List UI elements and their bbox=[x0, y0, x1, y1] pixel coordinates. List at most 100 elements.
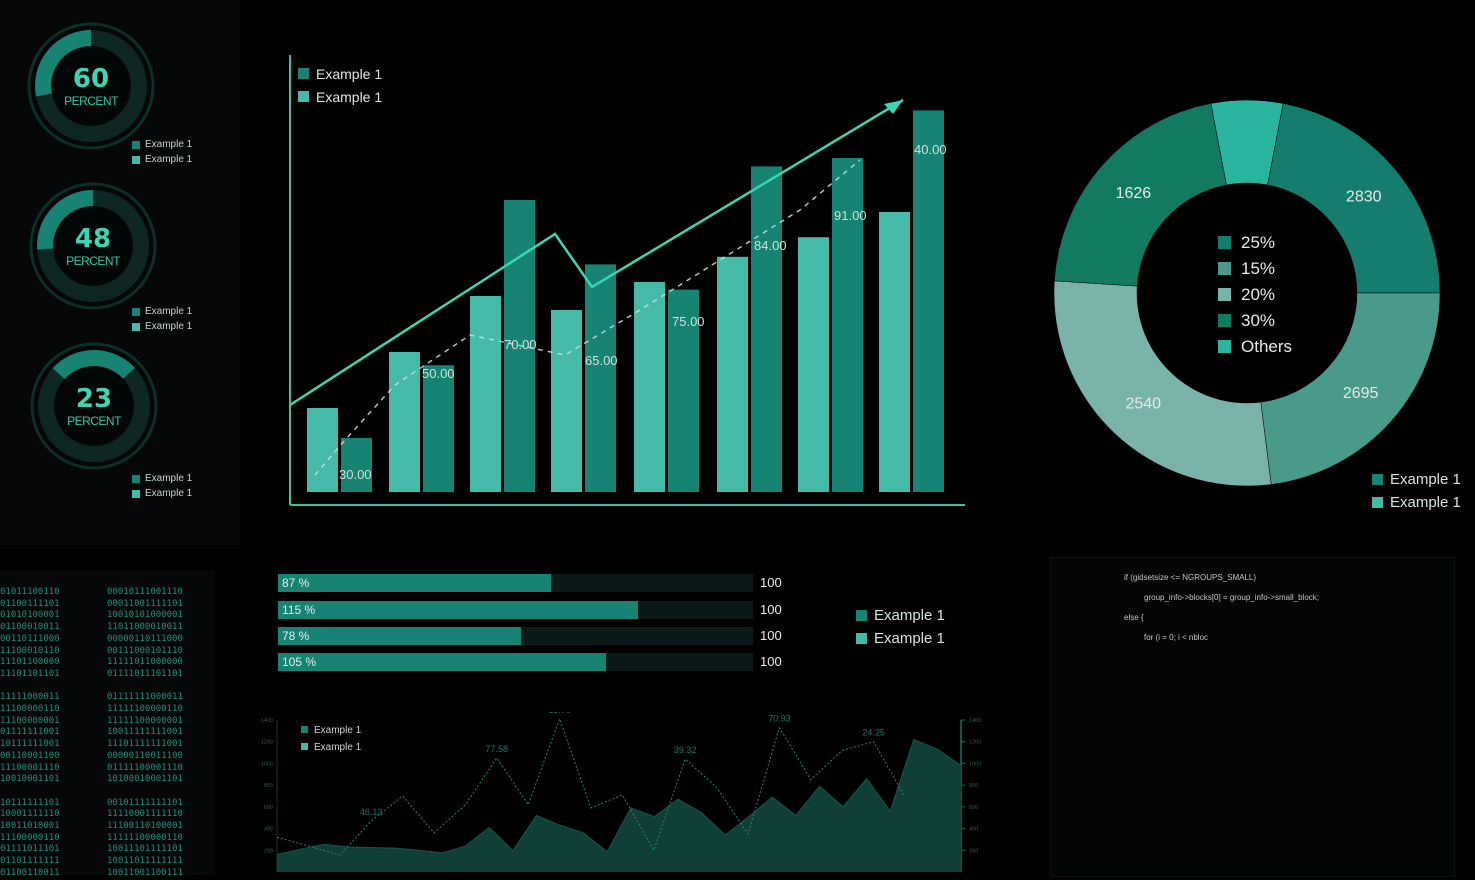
bar-series-2 bbox=[668, 289, 699, 492]
ring-outer-border bbox=[30, 342, 158, 470]
donut-slice-label: 2695 bbox=[1343, 385, 1379, 402]
y-tick-label-right: 600 bbox=[969, 805, 978, 811]
center-legend-label: 15% bbox=[1241, 259, 1275, 278]
center-legend-swatch bbox=[1218, 314, 1231, 327]
legend-label: Example 1 bbox=[145, 473, 193, 484]
progress-fill bbox=[278, 627, 522, 645]
ring-gauge bbox=[27, 22, 155, 150]
area-chart: 1400 1400 1200 1200 1000 1000 800 800 600 600 400 4… bbox=[261, 712, 981, 872]
legend-label: Example 1 bbox=[314, 742, 362, 753]
binary-column-2: 00010111001110 00011001111101 1001010100… bbox=[107, 587, 183, 878]
legend-swatch bbox=[298, 68, 309, 79]
bar-value-label: 75.00 bbox=[672, 314, 705, 329]
ring-legend-item: Example 1 bbox=[132, 471, 192, 486]
legend-swatch bbox=[856, 633, 867, 644]
code-line: group_info->blocks[0] = group_info->smal… bbox=[1144, 593, 1319, 602]
panel-code bbox=[1050, 557, 1455, 877]
y-tick-label-left: 800 bbox=[264, 783, 273, 789]
y-tick-label-right: 1000 bbox=[969, 761, 981, 767]
point-label: 13.70 bbox=[548, 712, 571, 715]
donut-slice-label: 2540 bbox=[1125, 395, 1161, 412]
y-tick-label-right: 1200 bbox=[969, 740, 981, 746]
legend-swatch bbox=[132, 474, 140, 483]
dotted-line bbox=[276, 717, 906, 856]
point-label: 46.13 bbox=[360, 807, 383, 817]
point-label: 39.32 bbox=[674, 745, 697, 755]
legend-label: Example 1 bbox=[145, 321, 193, 332]
trend-line bbox=[289, 98, 904, 407]
panel-binary bbox=[0, 570, 215, 875]
progress-fill bbox=[278, 601, 638, 619]
code-line: if (gidsetsize <= NGROUPS_SMALL) bbox=[1124, 573, 1257, 582]
legend-label: Example 1 bbox=[145, 154, 193, 165]
legend-swatch bbox=[298, 91, 309, 102]
code-line: else { bbox=[1124, 613, 1144, 622]
progress-label: 87 % bbox=[282, 576, 310, 590]
point-label: 24.25 bbox=[862, 728, 885, 738]
legend-label: Example 1 bbox=[874, 630, 945, 647]
center-legend-swatch bbox=[1218, 262, 1231, 275]
legend-swatch bbox=[301, 726, 308, 733]
progress-legend: Example 1 Example 1 bbox=[856, 604, 945, 650]
ring-gauge bbox=[30, 342, 158, 470]
center-legend-label: 20% bbox=[1241, 285, 1275, 304]
ring-value: 23 bbox=[75, 384, 113, 414]
legend-swatch bbox=[1372, 474, 1383, 485]
center-legend-swatch bbox=[1218, 288, 1231, 301]
ring-value: 60 bbox=[72, 64, 110, 94]
y-tick-label-left: 400 bbox=[264, 827, 273, 833]
point-label: 77.58 bbox=[486, 744, 509, 754]
dashed-trend-line bbox=[314, 159, 861, 476]
y-tick-label-right: 200 bbox=[969, 848, 978, 854]
legend-swatch bbox=[856, 610, 867, 621]
bar-series-2 bbox=[341, 438, 372, 492]
ring-center bbox=[55, 208, 131, 284]
bar-series-1 bbox=[879, 212, 910, 492]
center-legend-swatch bbox=[1218, 340, 1231, 353]
progress-max: 100 bbox=[760, 575, 782, 590]
progress-row: 105 % 100 bbox=[278, 653, 818, 672]
legend-swatch bbox=[132, 489, 140, 498]
progress-legend-item: Example 1 bbox=[856, 627, 945, 650]
legend-label: Example 1 bbox=[145, 488, 193, 499]
bar-series-1 bbox=[551, 310, 582, 492]
y-tick-label-right: 800 bbox=[969, 783, 978, 789]
ring-legend-item: Example 1 bbox=[132, 486, 192, 501]
ring-unit-label: PERCENT bbox=[66, 254, 120, 268]
ring-value: 48 bbox=[74, 224, 112, 254]
legend-label: Example 1 bbox=[1390, 494, 1461, 511]
bar-series-1 bbox=[307, 408, 338, 492]
ring-outer-border bbox=[27, 22, 155, 150]
legend-label: Example 1 bbox=[314, 725, 362, 736]
progress-max: 100 bbox=[760, 654, 782, 669]
legend-label: Example 1 bbox=[1390, 471, 1461, 488]
donut-legend-item: Example 1 bbox=[1372, 468, 1461, 491]
point-label: 70.93 bbox=[768, 714, 791, 724]
progress-label: 115 % bbox=[282, 603, 316, 617]
bar-series-1 bbox=[470, 296, 501, 492]
progress-max: 100 bbox=[760, 602, 782, 617]
progress-fill bbox=[278, 653, 607, 671]
bar-series-1 bbox=[798, 237, 829, 492]
ring-legend-item: Example 1 bbox=[132, 152, 192, 167]
donut-slice-label: 1626 bbox=[1116, 185, 1152, 202]
donut-legend-item: Example 1 bbox=[1372, 491, 1461, 514]
donut-slice bbox=[1267, 103, 1441, 294]
bar-series-2 bbox=[585, 264, 616, 492]
y-tick-label-left: 1400 bbox=[261, 718, 273, 724]
legend-swatch bbox=[132, 322, 140, 331]
ring-legend: Example 1 Example 1 bbox=[132, 137, 192, 167]
bar-value-label: 65.00 bbox=[585, 353, 618, 368]
ring-legend-item: Example 1 bbox=[132, 304, 192, 319]
progress-row: 87 % 100 bbox=[278, 574, 818, 593]
y-tick-label-left: 200 bbox=[264, 848, 273, 854]
donut-slice-label: 2830 bbox=[1346, 188, 1382, 205]
trend-arrowhead bbox=[884, 100, 903, 114]
legend-label: Example 1 bbox=[145, 306, 193, 317]
ring-center bbox=[53, 48, 129, 124]
bar-series-1 bbox=[717, 256, 748, 492]
progress-row: 78 % 100 bbox=[278, 627, 818, 646]
ring-progress-arc bbox=[37, 190, 94, 250]
bar-value-label: 40.00 bbox=[914, 142, 947, 157]
binary-column-1: 01011100110 01100111101 01010100001 0110… bbox=[0, 587, 60, 878]
